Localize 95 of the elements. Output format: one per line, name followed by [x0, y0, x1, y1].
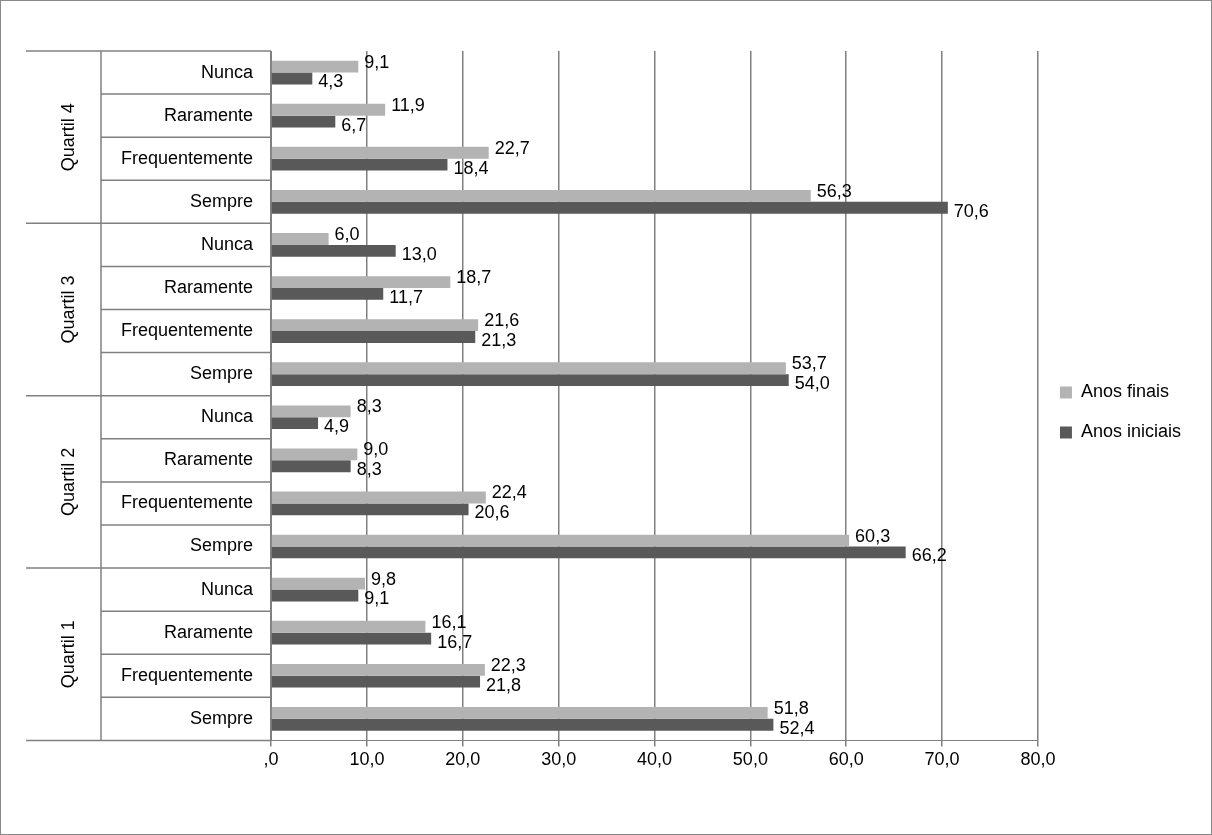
bar: [271, 405, 351, 418]
bar: [271, 503, 469, 516]
y-tick-label: Raramente: [164, 449, 254, 470]
bar: [271, 675, 481, 688]
y-tick-label: Sempre: [190, 707, 254, 728]
bar: [271, 374, 789, 387]
bar: [271, 287, 384, 300]
text: Quartil 4: [57, 103, 78, 172]
bar: [271, 233, 329, 245]
bar: [271, 663, 485, 676]
data-label: 4,9: [324, 416, 350, 437]
data-label: 16,7: [437, 631, 473, 652]
y-tick-label: Sempre: [190, 190, 254, 211]
bar: [271, 417, 319, 430]
data-label: 4,3: [318, 71, 344, 92]
y-tick-label: Nunca: [201, 233, 255, 254]
bar: [271, 460, 351, 473]
data-label: 22,3: [490, 654, 526, 675]
x-tick-label: 70,0: [924, 749, 960, 770]
data-label: 11,9: [391, 94, 425, 115]
bar: [271, 718, 774, 731]
bar: [271, 72, 313, 85]
x-tick-label: 50,0: [732, 749, 768, 770]
bar: [271, 620, 426, 633]
data-label: 13,0: [401, 243, 437, 264]
data-label: 9,0: [363, 439, 389, 460]
bar: [271, 115, 336, 128]
data-label: 22,4: [491, 482, 527, 503]
data-label: 11,7: [389, 286, 423, 307]
data-label: 70,6: [953, 200, 989, 221]
legend-label: Anos finais: [1080, 381, 1170, 402]
y-tick-label: Nunca: [201, 61, 255, 82]
bar: [271, 146, 489, 159]
bar: [271, 189, 811, 202]
x-tick-label: 10,0: [349, 749, 385, 770]
y-tick-label: Frequentemente: [120, 320, 254, 341]
bar: [271, 103, 386, 116]
data-label: 52,4: [779, 717, 815, 738]
bar: [271, 491, 486, 504]
bar: [271, 276, 451, 288]
bar: [271, 319, 479, 332]
bar: [271, 546, 906, 559]
x-tick-label: ,0: [263, 749, 279, 770]
data-label: 60,3: [855, 525, 891, 546]
bar: [271, 448, 358, 461]
y-tick-label: Nunca: [201, 578, 255, 599]
data-label: 9,8: [371, 568, 397, 589]
data-label: 8,3: [356, 396, 382, 417]
data-label: 8,3: [356, 459, 382, 480]
x-tick-label: 80,0: [1020, 749, 1056, 770]
y-tick-label: Frequentemente: [120, 147, 254, 168]
data-label: 56,3: [816, 180, 852, 201]
bar: [271, 158, 448, 171]
data-label: 6,7: [341, 114, 367, 135]
bar: [271, 589, 359, 602]
y-tick-label: Sempre: [190, 363, 254, 384]
data-label: 20,6: [474, 502, 510, 523]
data-label: 6,0: [334, 223, 360, 244]
y-tick-label: Nunca: [201, 406, 255, 427]
x-tick-label: 20,0: [445, 749, 481, 770]
y-tick-label: Frequentemente: [120, 664, 254, 685]
data-label: 21,6: [484, 310, 520, 331]
bar: [271, 362, 786, 375]
y-tick-label: Raramente: [164, 104, 254, 125]
y-tick-label: Sempre: [190, 535, 254, 556]
bar: [271, 331, 476, 343]
bar: [271, 244, 396, 257]
y-tick-label: Frequentemente: [120, 492, 254, 513]
data-label: 18,7: [456, 267, 492, 288]
data-label: 51,8: [773, 697, 809, 718]
data-label: 16,1: [431, 611, 467, 632]
data-label: 18,4: [453, 157, 489, 178]
data-label: 21,8: [486, 674, 522, 695]
data-label: 22,7: [494, 137, 530, 158]
data-label: 54,0: [794, 373, 830, 394]
x-tick-label: 40,0: [636, 749, 673, 770]
text: Quartil 1: [57, 620, 78, 689]
legend-label: Anos iniciais: [1080, 421, 1181, 442]
data-label: 9,1: [364, 588, 390, 609]
data-label: 9,1: [364, 51, 390, 72]
bar: [271, 201, 948, 214]
bar: [271, 534, 850, 547]
data-label: 21,3: [481, 329, 517, 350]
bar: [271, 60, 359, 73]
bar: [271, 577, 366, 590]
bar: [271, 707, 768, 719]
y-tick-label: Raramente: [164, 276, 254, 297]
y-tick-label: Raramente: [164, 621, 254, 642]
data-label: 66,2: [911, 545, 947, 566]
x-tick-label: 60,0: [828, 749, 864, 770]
bar: [271, 632, 432, 645]
text: Quartil 2: [57, 447, 78, 516]
text: Quartil 3: [57, 275, 78, 344]
data-label: 53,7: [791, 353, 827, 374]
x-tick-label: 30,0: [541, 749, 577, 770]
